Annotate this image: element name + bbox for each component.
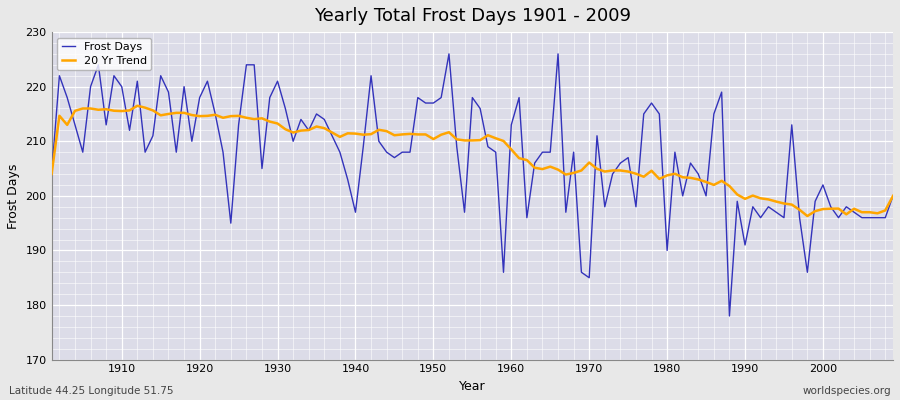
- 20 Yr Trend: [288, 130, 299, 135]
- Frost Days: [608, 172, 618, 176]
- 20 Yr Trend: [608, 168, 618, 173]
- Frost Days: [887, 194, 898, 198]
- 20 Yr Trend: [887, 194, 898, 198]
- Y-axis label: Frost Days: Frost Days: [7, 163, 20, 228]
- Title: Yearly Total Frost Days 1901 - 2009: Yearly Total Frost Days 1901 - 2009: [314, 7, 631, 25]
- X-axis label: Year: Year: [459, 380, 486, 393]
- Legend: Frost Days, 20 Yr Trend: Frost Days, 20 Yr Trend: [58, 38, 151, 70]
- Frost Days: [514, 95, 525, 100]
- Text: Latitude 44.25 Longitude 51.75: Latitude 44.25 Longitude 51.75: [9, 386, 174, 396]
- 20 Yr Trend: [132, 103, 143, 108]
- Text: worldspecies.org: worldspecies.org: [803, 386, 891, 396]
- 20 Yr Trend: [335, 134, 346, 139]
- 20 Yr Trend: [514, 156, 525, 160]
- 20 Yr Trend: [506, 147, 517, 152]
- 20 Yr Trend: [802, 214, 813, 218]
- 20 Yr Trend: [46, 172, 57, 176]
- Frost Days: [724, 314, 734, 318]
- Frost Days: [444, 52, 454, 56]
- Frost Days: [280, 106, 291, 111]
- Frost Days: [327, 133, 338, 138]
- Frost Days: [46, 172, 57, 176]
- Frost Days: [109, 73, 120, 78]
- Frost Days: [506, 122, 517, 127]
- Line: Frost Days: Frost Days: [51, 54, 893, 316]
- Line: 20 Yr Trend: 20 Yr Trend: [51, 106, 893, 216]
- 20 Yr Trend: [109, 108, 120, 113]
